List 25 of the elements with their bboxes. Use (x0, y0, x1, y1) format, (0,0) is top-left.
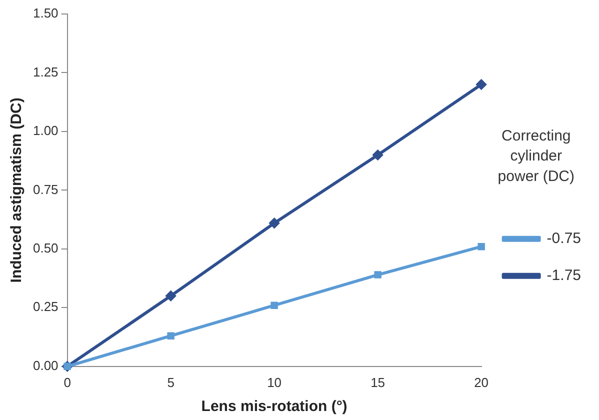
legend-label: -0.75 (546, 230, 582, 248)
point (372, 150, 383, 160)
x-tick-label: 15 (370, 374, 386, 390)
y-tick-label: 0.25 (32, 299, 58, 314)
y-tick-label: 0.75 (32, 182, 58, 197)
y-tick-label: 1.25 (32, 64, 58, 80)
x-axis-title: Lens mis-rotation (°) (201, 398, 348, 416)
x-tick-label: 5 (167, 374, 174, 390)
point (270, 302, 278, 309)
y-tick-label: 1.50 (32, 6, 58, 21)
y-tick-label: 0.00 (32, 358, 58, 373)
point (269, 218, 280, 228)
point (166, 290, 176, 301)
point (478, 242, 485, 250)
x-tick-label: 20 (474, 374, 489, 390)
y-tick-label: 0.50 (32, 240, 58, 256)
point (167, 332, 174, 340)
y-tick-label: 1.00 (32, 123, 58, 138)
point (374, 271, 382, 278)
legend-label: -1.75 (546, 267, 582, 284)
x-tick-label: 10 (267, 374, 282, 390)
y-axis-title: Induced astigmatism (DC) (8, 98, 26, 283)
x-tick-label: 0 (64, 374, 71, 390)
legend-title: Correcting cylinder power (DC) (498, 127, 574, 185)
point (476, 79, 486, 90)
